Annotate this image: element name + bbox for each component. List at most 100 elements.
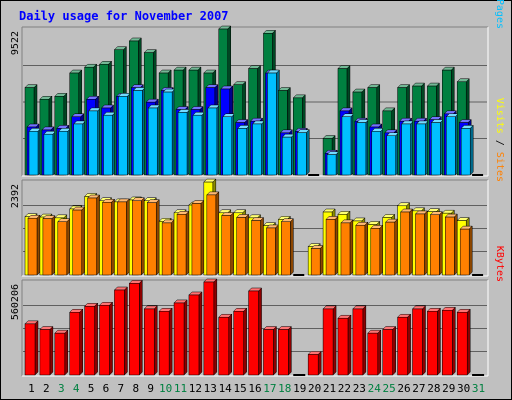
- bar-sites-27-side: [424, 210, 428, 276]
- day-label-1: 1: [28, 382, 35, 395]
- bar-pages-24: [371, 131, 382, 176]
- bar-pages-28: [431, 122, 441, 176]
- bar-pages-10: [162, 91, 173, 176]
- bar-pages-11: [177, 112, 188, 176]
- bar-kbytes-3-side: [64, 329, 69, 376]
- bar-sites-8-side: [141, 197, 145, 276]
- bar-kbytes-16: [248, 290, 259, 376]
- bar-sites-26-side: [409, 208, 413, 276]
- bar-kbytes-15: [233, 311, 244, 376]
- max-label: 560206: [10, 284, 21, 320]
- bar-sites-23: [355, 224, 366, 276]
- bar-sites-15-side: [245, 213, 249, 276]
- day-label-15: 15: [233, 382, 246, 395]
- bar-sites-17-side: [275, 224, 279, 276]
- bar-sites-21: [325, 219, 336, 276]
- bar-kbytes-28: [427, 311, 438, 376]
- day-label-29: 29: [442, 382, 455, 395]
- bar-sites-28: [430, 214, 440, 276]
- bar-kbytes-24: [367, 332, 379, 376]
- bar-kbytes-8: [129, 283, 140, 376]
- bar-kbytes-5: [84, 306, 95, 376]
- bar-kbytes-4: [69, 311, 80, 376]
- bar-pages-30: [460, 128, 471, 176]
- bar-kbytes-26: [397, 316, 408, 376]
- day-label-27: 27: [412, 382, 425, 395]
- day-label-5: 5: [88, 382, 95, 395]
- day-label-14: 14: [219, 382, 233, 395]
- bar-kbytes-28-side: [437, 307, 441, 376]
- bar-kbytes-17: [263, 329, 274, 376]
- bar-sites-12-side: [200, 199, 205, 276]
- bar-sites-10-side: [170, 219, 175, 276]
- max-label: 9522: [10, 31, 21, 55]
- bar-kbytes-18: [278, 329, 289, 376]
- bar-pages-3: [58, 131, 69, 176]
- legend-label: KBytes: [494, 246, 505, 282]
- bar-sites-29: [445, 216, 455, 276]
- bar-pages-21: [326, 154, 337, 176]
- bar-pages-17: [267, 72, 277, 176]
- bar-kbytes-1: [24, 323, 36, 376]
- bar-pages-9: [147, 107, 158, 176]
- bar-kbytes-13: [203, 281, 215, 376]
- day-label-3: 3: [58, 382, 65, 395]
- bar-sites-27: [415, 213, 425, 276]
- bar-sites-30: [459, 228, 470, 276]
- bar-pages-23: [356, 122, 367, 176]
- bar-kbytes-10-side: [168, 307, 173, 376]
- bar-sites-6-side: [111, 198, 115, 276]
- bar-kbytes-26-side: [407, 313, 411, 376]
- bar-sites-2: [42, 218, 53, 276]
- day-label-22: 22: [338, 382, 351, 395]
- bar-kbytes-13-side: [213, 278, 218, 376]
- bar-sites-1-side: [36, 214, 41, 276]
- bar-sites-20-side: [319, 244, 324, 276]
- bar-kbytes-20-side: [317, 350, 322, 376]
- bar-sites-8: [132, 200, 142, 276]
- bar-pages-16: [252, 123, 262, 176]
- bar-kbytes-27-side: [422, 305, 426, 376]
- bar-pages-29: [446, 116, 456, 176]
- bar-kbytes-3: [54, 332, 66, 376]
- bar-kbytes-7-side: [124, 286, 128, 376]
- bar-sites-11-side: [185, 210, 190, 276]
- bar-sites-2-side: [51, 215, 56, 276]
- bar-kbytes-2-side: [49, 325, 54, 376]
- bar-kbytes-11: [173, 302, 185, 376]
- bar-pages-25: [386, 135, 396, 176]
- bar-kbytes-16-side: [258, 287, 262, 376]
- bar-kbytes-30: [456, 311, 468, 376]
- legend-item: Sites: [494, 152, 505, 182]
- bar-pages-8: [133, 90, 143, 176]
- bar-kbytes-2: [39, 329, 51, 376]
- bar-pages-15: [237, 128, 247, 176]
- day-label-10: 10: [159, 382, 172, 395]
- bar-sites-3-side: [66, 218, 71, 276]
- day-label-6: 6: [103, 382, 110, 395]
- bar-sites-5: [87, 197, 97, 276]
- day-label-24: 24: [368, 382, 382, 395]
- bar-kbytes-27: [412, 308, 423, 376]
- day-label-16: 16: [248, 382, 261, 395]
- bar-kbytes-6-side: [109, 301, 113, 376]
- bar-pages-14: [222, 116, 232, 176]
- bar-kbytes-5-side: [94, 302, 98, 376]
- bar-kbytes-15-side: [243, 307, 247, 376]
- legend-separator: /: [494, 134, 505, 152]
- max-label: 2392: [10, 184, 21, 208]
- bar-sites-18-side: [290, 218, 294, 276]
- bar-kbytes-21-side: [332, 305, 337, 376]
- bar-pages-19-side: [306, 129, 310, 176]
- bar-sites-24: [370, 228, 381, 276]
- bar-sites-6: [102, 202, 112, 276]
- day-label-23: 23: [353, 382, 366, 395]
- day-label-17: 17: [263, 382, 276, 395]
- bar-sites-13-side: [215, 191, 220, 276]
- day-label-13: 13: [204, 382, 217, 395]
- bar-sites-7-side: [126, 198, 130, 276]
- bar-sites-5-side: [96, 194, 100, 276]
- bar-sites-22: [340, 222, 351, 276]
- bar-pages-30-side: [469, 124, 474, 176]
